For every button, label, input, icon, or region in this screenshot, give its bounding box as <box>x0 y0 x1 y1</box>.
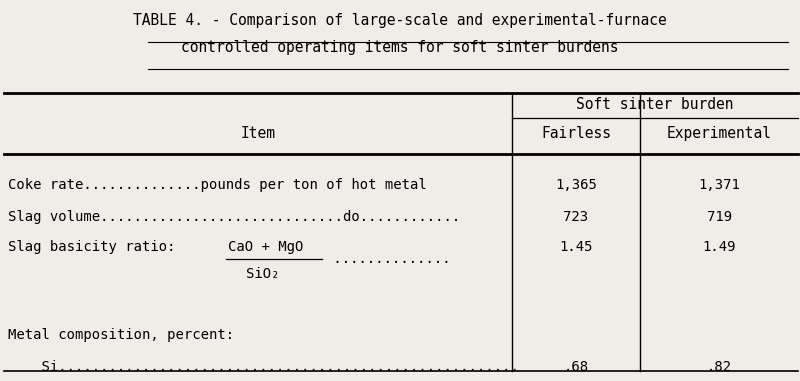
Text: SiO₂: SiO₂ <box>246 267 279 281</box>
Text: 1,371: 1,371 <box>698 178 740 192</box>
Text: 1,365: 1,365 <box>555 178 597 192</box>
Text: TABLE 4. - Comparison of large-scale and experimental-furnace: TABLE 4. - Comparison of large-scale and… <box>133 13 667 28</box>
Text: Soft sinter burden: Soft sinter burden <box>577 97 734 112</box>
Text: Experimental: Experimental <box>666 126 772 141</box>
Text: 719: 719 <box>706 210 732 224</box>
Text: 1.49: 1.49 <box>702 240 736 255</box>
Text: ..............: .............. <box>325 252 450 266</box>
Text: 723: 723 <box>563 210 589 224</box>
Text: Metal composition, percent:: Metal composition, percent: <box>8 328 234 342</box>
Text: .82: .82 <box>706 360 732 375</box>
Text: Slag volume.............................do............: Slag volume.............................… <box>8 210 460 224</box>
Text: CaO + MgO: CaO + MgO <box>228 240 303 255</box>
Text: .68: .68 <box>563 360 589 375</box>
Text: controlled operating items for soft sinter burdens: controlled operating items for soft sint… <box>182 40 618 55</box>
Text: Coke rate..............pounds per ton of hot metal: Coke rate..............pounds per ton of… <box>8 178 426 192</box>
Text: Slag basicity ratio:: Slag basicity ratio: <box>8 240 192 255</box>
Text: Si.......................................................: Si......................................… <box>8 360 519 375</box>
Text: Fairless: Fairless <box>541 126 611 141</box>
Text: 1.45: 1.45 <box>559 240 593 255</box>
Text: Item: Item <box>241 126 275 141</box>
